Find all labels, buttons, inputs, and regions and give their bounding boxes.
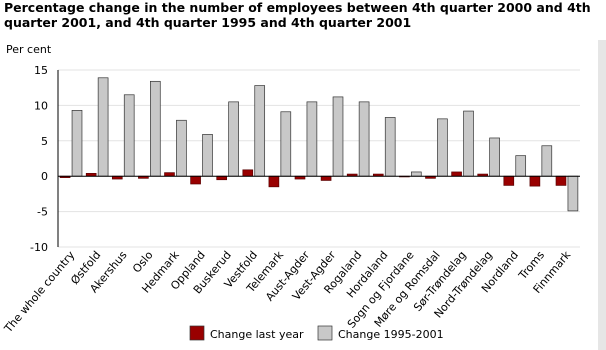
bar (541, 145, 553, 177)
bar (411, 171, 422, 177)
bar (190, 175, 201, 185)
y-tick-label: 5 (41, 135, 48, 148)
bar (216, 175, 227, 181)
legend-label: Change 1995-2001 (338, 328, 444, 341)
bar (150, 80, 161, 177)
y-tick-label: -5 (37, 206, 48, 219)
bar (437, 118, 448, 177)
bar (515, 155, 527, 177)
bar (254, 85, 266, 177)
bar (242, 169, 254, 177)
bar (71, 110, 83, 177)
bar (489, 137, 500, 177)
chart-title: Percentage change in the number of emplo… (4, 0, 591, 30)
bar (529, 175, 541, 187)
bar (306, 101, 318, 177)
y-axis-label: Per cent (6, 43, 52, 56)
bar (555, 175, 567, 186)
y-tick-label: 10 (34, 99, 48, 112)
bar (268, 175, 280, 188)
title-box: Percentage change in the number of emplo… (4, 0, 591, 30)
bar (332, 96, 344, 177)
bar (164, 172, 175, 177)
legend-swatch (189, 325, 205, 341)
bar (97, 77, 109, 177)
legend-swatch (317, 325, 333, 341)
bar (567, 175, 579, 212)
y-tick-label: 15 (34, 64, 48, 77)
bar (463, 110, 474, 177)
bar (503, 175, 515, 186)
x-tick-label: The whole country (1, 248, 78, 336)
side-strip (598, 40, 606, 350)
bar (202, 134, 213, 177)
bar (451, 171, 462, 177)
bar (176, 119, 187, 177)
bar (280, 111, 292, 177)
bar (358, 101, 370, 177)
bar (123, 94, 135, 177)
legend-label: Change last year (210, 328, 304, 341)
bar (228, 101, 239, 177)
bar (320, 175, 332, 181)
bar (384, 117, 396, 177)
y-tick-label: 0 (41, 170, 48, 183)
y-tick-label: -10 (30, 241, 48, 254)
